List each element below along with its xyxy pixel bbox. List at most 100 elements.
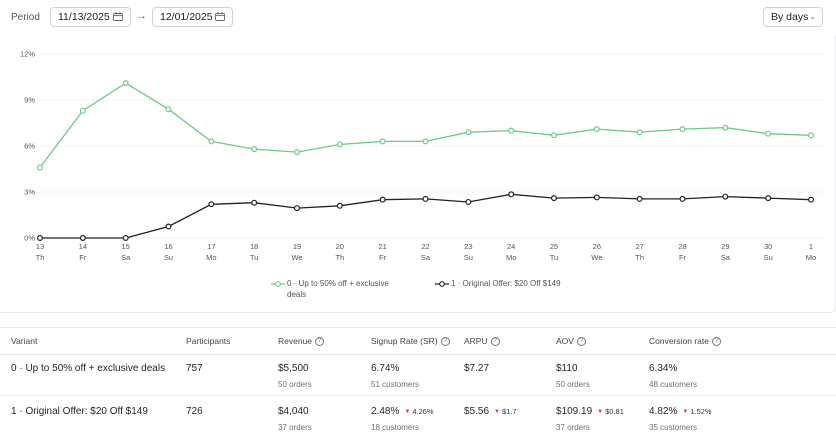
- data-point: [765, 195, 772, 202]
- data-point: [251, 199, 258, 206]
- info-icon[interactable]: ?: [490, 337, 500, 347]
- header-aov-label: AOV: [556, 336, 574, 346]
- y-tick-label: 12%: [20, 50, 35, 59]
- x-tick-weekday: Fr: [379, 253, 387, 262]
- header-revenue: Revenue?: [278, 336, 325, 347]
- x-tick-day: 19: [293, 242, 301, 251]
- data-point: [165, 223, 172, 230]
- y-tick-label: 0%: [24, 234, 35, 243]
- data-point: [593, 126, 600, 133]
- aov-delta: ▼ $0.81: [597, 407, 624, 416]
- x-tick-day: 21: [378, 242, 386, 251]
- filter-bar: Period 11/13/2025 → 12/01/2025 By days ⌄: [0, 0, 836, 34]
- signup-rate-cell: 2.48% ▼ 4.26%: [371, 406, 434, 417]
- calendar-icon: [113, 12, 123, 21]
- data-point: [79, 107, 86, 114]
- x-tick-weekday: We: [591, 253, 602, 262]
- data-point: [251, 146, 258, 153]
- header-arpu: ARPU?: [464, 336, 500, 347]
- data-point: [765, 130, 772, 137]
- legend-item-variant-1[interactable]: 1 · Original Offer: $20 Off $149: [435, 278, 561, 289]
- x-tick-weekday: Th: [36, 253, 45, 262]
- header-participants: Participants: [186, 336, 231, 346]
- granularity-select[interactable]: By days ⌄: [763, 7, 823, 27]
- x-tick-day: 15: [121, 242, 129, 251]
- info-icon[interactable]: ?: [440, 337, 450, 347]
- table-row: 0 · Up to 50% off + exclusive deals 757 …: [0, 353, 836, 396]
- info-icon[interactable]: ?: [576, 337, 586, 347]
- data-point: [294, 205, 301, 212]
- x-tick-weekday: Tu: [550, 253, 558, 262]
- x-tick-weekday: Su: [464, 253, 473, 262]
- x-tick-weekday: Fr: [679, 253, 687, 262]
- header-conversion-rate-label: Conversion rate: [649, 336, 710, 346]
- data-point: [165, 106, 172, 113]
- y-tick-label: 9%: [24, 96, 35, 105]
- data-point: [36, 164, 43, 171]
- data-point: [636, 195, 643, 202]
- x-tick-day: 20: [336, 242, 344, 251]
- data-point: [336, 202, 343, 209]
- x-tick-weekday: Mo: [506, 253, 516, 262]
- data-point: [508, 191, 515, 198]
- info-icon[interactable]: ?: [315, 337, 325, 347]
- x-tick-day: 13: [36, 242, 44, 251]
- header-conversion-rate: Conversion rate?: [649, 336, 722, 347]
- data-point: [807, 196, 814, 203]
- conversion-delta: ▼ 1.52%: [682, 407, 711, 416]
- data-point: [679, 126, 686, 133]
- chevron-down-icon: ⌄: [809, 12, 816, 21]
- down-triangle-icon: ▼: [597, 409, 604, 415]
- x-tick-day: 18: [250, 242, 258, 251]
- arpu-delta: ▼ $1.7: [494, 407, 517, 416]
- x-tick-day: 1: [809, 242, 813, 251]
- signup-rate-value: 6.74%: [371, 363, 400, 374]
- arpu-value: $5.56: [464, 406, 490, 417]
- data-point: [36, 235, 43, 242]
- period-label: Period: [11, 12, 40, 23]
- down-triangle-icon: ▼: [682, 409, 689, 415]
- data-point: [422, 138, 429, 145]
- legend-item-variant-0[interactable]: 0 · Up to 50% off + exclusive deals: [271, 278, 389, 300]
- data-point: [550, 195, 557, 202]
- data-point: [294, 149, 301, 156]
- legend-label: 0 · Up to 50% off + exclusive: [287, 279, 389, 288]
- x-tick-day: 28: [678, 242, 686, 251]
- signup-rate-value: 2.48%: [371, 406, 400, 417]
- data-point: [465, 198, 472, 205]
- x-tick-day: 26: [593, 242, 601, 251]
- participants-value: 726: [186, 406, 203, 417]
- data-point: [593, 194, 600, 201]
- down-triangle-icon: ▼: [494, 409, 500, 415]
- end-date-picker[interactable]: 12/01/2025: [152, 7, 233, 27]
- x-tick-day: 29: [721, 242, 729, 251]
- data-point: [336, 141, 343, 148]
- header-variant: Variant: [11, 336, 38, 346]
- aov-cell: $109.19 ▼ $0.81: [556, 406, 624, 417]
- x-tick-day: 14: [79, 242, 87, 251]
- legend-marker-icon: [271, 281, 285, 287]
- data-point: [465, 129, 472, 136]
- y-tick-label: 3%: [24, 188, 35, 197]
- granularity-value: By days: [771, 11, 809, 23]
- start-date-picker[interactable]: 11/13/2025: [50, 7, 131, 27]
- data-point: [508, 127, 515, 134]
- data-point: [208, 201, 215, 208]
- header-aov: AOV?: [556, 336, 586, 347]
- aov-orders: 50 orders: [556, 380, 590, 389]
- info-icon[interactable]: ?: [712, 337, 722, 347]
- x-tick-weekday: Tu: [250, 253, 258, 262]
- conversion-delta-value: 1.52%: [690, 407, 712, 416]
- calendar-icon: [215, 12, 225, 21]
- conversion-customers: 35 customers: [649, 423, 698, 432]
- header-revenue-label: Revenue: [278, 336, 313, 346]
- revenue-orders: 37 orders: [278, 423, 312, 432]
- series-line-0: [39, 82, 812, 168]
- x-tick-weekday: Th: [335, 253, 344, 262]
- header-arpu-label: ARPU: [464, 336, 488, 346]
- end-date-value: 12/01/2025: [160, 11, 213, 23]
- x-tick-day: 22: [421, 242, 429, 251]
- conversion-line-chart: 0% 3% 6% 9% 12% 13 Th 14 Fr 15 Sa 16 Su 17 Mo 18 Tu 19 We 2…: [20, 50, 823, 262]
- data-point: [636, 129, 643, 136]
- revenue-value: $5,500: [278, 363, 309, 374]
